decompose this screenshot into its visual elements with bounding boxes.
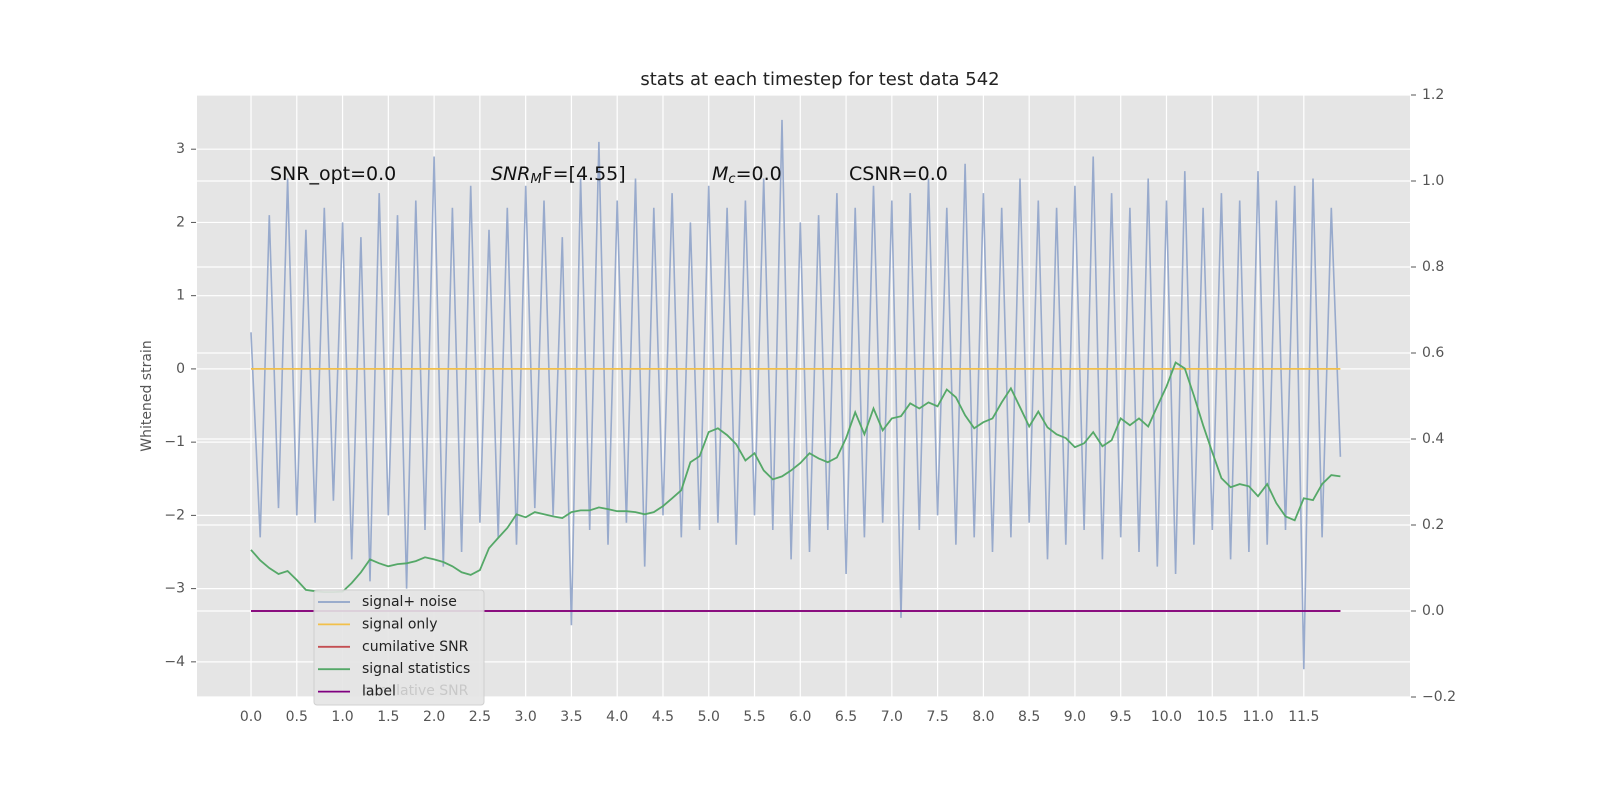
x-tick-label: 9.0 xyxy=(1064,709,1086,725)
x-tick-label: 8.5 xyxy=(1018,709,1040,725)
x-tick-label: 4.5 xyxy=(652,709,674,725)
annotation-part: SNR xyxy=(491,163,530,185)
annotation-part: F=[4.55] xyxy=(542,163,626,185)
y2-tick-label: −0.2 xyxy=(1422,689,1456,705)
x-tick-label: 6.0 xyxy=(789,709,811,725)
y-tick-label: 2 xyxy=(176,214,185,230)
axes: 0.0 0.5 1.0 1.5 2.0 2.5 3.0 3.5 4.0 4.5 5.0 5.5 6.0 6… xyxy=(164,87,1456,725)
y2-tick-label: 1.2 xyxy=(1422,87,1444,103)
x-tick-label: 7.5 xyxy=(926,709,948,725)
y-tick-label: −4 xyxy=(164,654,185,670)
x-tick-label: 7.0 xyxy=(881,709,903,725)
x-tick-label: 8.0 xyxy=(972,709,994,725)
annotation-part: =0.0 xyxy=(736,163,782,185)
x-tick-label: 4.0 xyxy=(606,709,628,725)
annotation-part: M xyxy=(712,163,728,185)
x-tick-label: 5.5 xyxy=(743,709,765,725)
y2-tick-label: 0.2 xyxy=(1422,517,1444,533)
y-tick-label: −3 xyxy=(164,581,185,597)
series-line xyxy=(250,119,1342,670)
annotation: Mc=0.0 xyxy=(712,163,782,187)
x-tick-label: 1.0 xyxy=(331,709,353,725)
legend-box xyxy=(313,589,485,706)
annotation: SNR_opt=0.0 xyxy=(270,163,396,185)
x-tick-label: 0.5 xyxy=(286,709,308,725)
legend-label: signal+ noise xyxy=(362,594,457,610)
annotation-part: CSNR=0.0 xyxy=(849,163,948,185)
y2-tick-label: 1.0 xyxy=(1422,173,1444,189)
series-line xyxy=(250,361,1341,593)
x-tick-label: 9.5 xyxy=(1110,709,1132,725)
y2-tick-label: 0.4 xyxy=(1422,431,1444,447)
annotation: SNRMF=[4.55] xyxy=(491,163,626,187)
x-tick-label: 2.5 xyxy=(469,709,491,725)
y-tick-label: 3 xyxy=(176,141,185,157)
x-tick-label: 10.5 xyxy=(1197,709,1228,725)
annotation-part: SNR_opt=0.0 xyxy=(270,163,396,185)
y2-tick-label: 0.0 xyxy=(1422,603,1444,619)
x-tick-label: 5.0 xyxy=(698,709,720,725)
legend: cumilative SNR signal+ noise signal only cu… xyxy=(313,589,485,706)
y-tick-label: −2 xyxy=(164,507,185,523)
x-tick-label: 1.5 xyxy=(377,709,399,725)
legend-label: label xyxy=(362,684,396,700)
x-tick-label: 10.0 xyxy=(1151,709,1182,725)
y2-tick-label: 0.8 xyxy=(1422,259,1444,275)
legend-label: signal only xyxy=(362,616,437,632)
legend-label: cumilative SNR xyxy=(362,639,469,655)
legend-ghost-text: cumilative SNR xyxy=(362,683,469,699)
y-tick-label: 1 xyxy=(176,288,185,304)
x-tick-label: 0.0 xyxy=(240,709,262,725)
y2-tick-label: 0.6 xyxy=(1422,345,1444,361)
x-tick-label: 2.0 xyxy=(423,709,445,725)
x-tick-label: 11.0 xyxy=(1242,709,1273,725)
annotation: CSNR=0.0 xyxy=(849,163,948,185)
x-tick-label: 3.0 xyxy=(515,709,537,725)
x-tick-label: 6.5 xyxy=(835,709,857,725)
y-tick-label: −1 xyxy=(164,434,185,450)
x-tick-label: 3.5 xyxy=(560,709,582,725)
y-tick-label: 0 xyxy=(176,361,185,377)
annotation-part: c xyxy=(728,172,735,187)
y-axis-label: Whitened strain xyxy=(139,340,155,451)
chart-title: stats at each timestep for test data 542 xyxy=(640,69,999,90)
x-tick-label: 11.5 xyxy=(1288,709,1319,725)
annotation-part: M xyxy=(530,172,541,187)
legend-label: signal statistics xyxy=(362,661,470,677)
